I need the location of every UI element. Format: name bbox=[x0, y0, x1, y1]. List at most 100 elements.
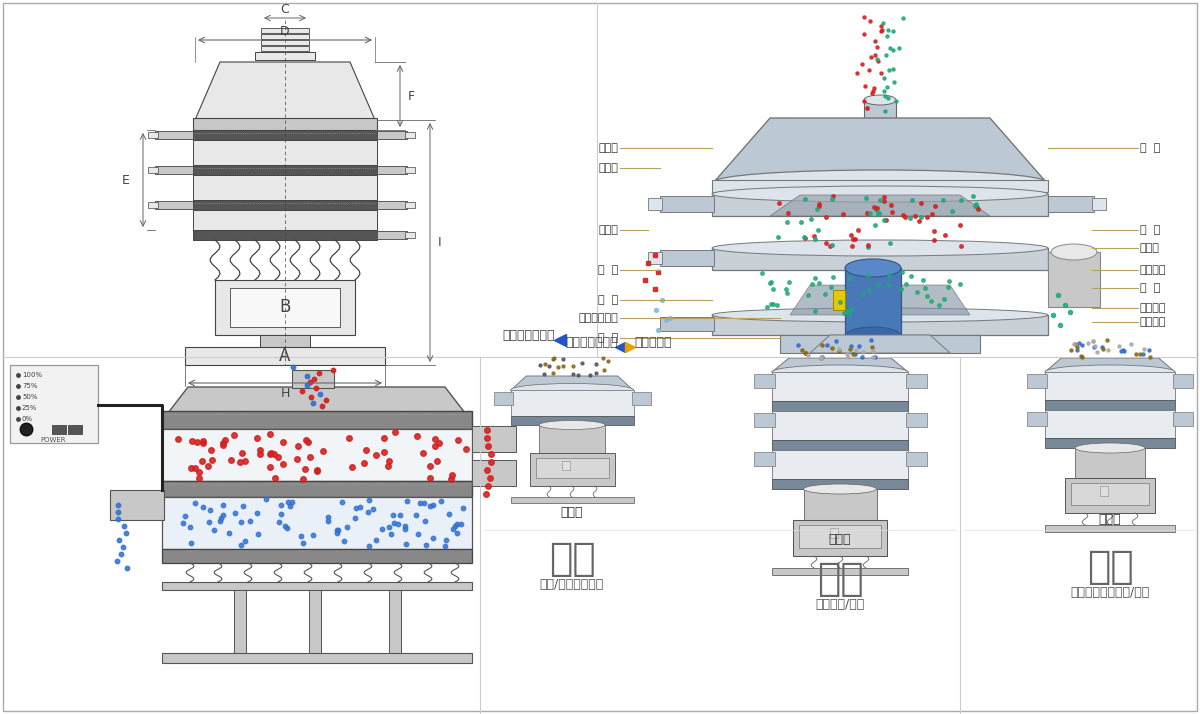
Bar bbox=[793, 520, 887, 556]
Bar bbox=[406, 167, 415, 173]
Bar bbox=[260, 335, 310, 347]
Bar bbox=[1066, 478, 1154, 513]
Bar bbox=[389, 590, 401, 655]
Text: I: I bbox=[438, 236, 442, 248]
Bar bbox=[830, 528, 838, 538]
Bar bbox=[712, 248, 1048, 270]
Bar bbox=[511, 416, 634, 425]
Bar bbox=[193, 140, 377, 165]
Bar bbox=[155, 166, 193, 174]
Polygon shape bbox=[194, 62, 374, 120]
Bar bbox=[772, 411, 908, 440]
Text: 双层式: 双层式 bbox=[1099, 513, 1121, 526]
Bar bbox=[906, 374, 928, 388]
Text: POWER: POWER bbox=[40, 437, 66, 443]
Text: E: E bbox=[122, 174, 130, 186]
Bar bbox=[712, 194, 1048, 216]
Bar bbox=[162, 481, 472, 497]
Polygon shape bbox=[168, 387, 466, 413]
Bar bbox=[230, 288, 340, 327]
Polygon shape bbox=[772, 358, 908, 372]
Bar bbox=[648, 198, 662, 210]
Polygon shape bbox=[1045, 358, 1175, 372]
Text: 单层式: 单层式 bbox=[560, 506, 583, 519]
Text: D: D bbox=[280, 25, 290, 38]
Polygon shape bbox=[790, 285, 970, 315]
Bar bbox=[772, 568, 908, 575]
Bar bbox=[377, 231, 407, 239]
Bar bbox=[193, 165, 377, 175]
Bar bbox=[648, 252, 662, 264]
Bar bbox=[377, 201, 407, 209]
Text: 筛  网: 筛 网 bbox=[1140, 143, 1160, 153]
Bar bbox=[185, 347, 385, 365]
Bar bbox=[155, 131, 193, 139]
Text: 进料口: 进料口 bbox=[598, 143, 618, 153]
Bar bbox=[1045, 438, 1175, 448]
Bar bbox=[292, 370, 334, 388]
Bar bbox=[1045, 410, 1175, 438]
Ellipse shape bbox=[510, 383, 634, 396]
Text: 50%: 50% bbox=[22, 394, 37, 400]
Text: 颗粒/粉末准确分级: 颗粒/粉末准确分级 bbox=[540, 578, 604, 591]
Bar bbox=[162, 582, 472, 590]
Ellipse shape bbox=[845, 327, 901, 345]
Bar bbox=[536, 458, 610, 478]
Polygon shape bbox=[511, 376, 634, 390]
Bar bbox=[799, 525, 881, 548]
Ellipse shape bbox=[714, 170, 1046, 194]
Text: 机  座: 机 座 bbox=[598, 333, 618, 343]
Ellipse shape bbox=[539, 421, 605, 430]
Bar bbox=[539, 425, 605, 453]
Bar bbox=[1092, 198, 1106, 210]
Bar bbox=[772, 401, 908, 411]
Bar bbox=[148, 167, 158, 173]
Bar bbox=[234, 590, 246, 655]
Bar bbox=[660, 317, 714, 331]
Text: 结构示意图: 结构示意图 bbox=[634, 336, 672, 349]
Bar bbox=[1075, 448, 1145, 478]
Bar bbox=[780, 335, 980, 353]
Bar bbox=[148, 132, 158, 138]
Ellipse shape bbox=[1051, 244, 1097, 260]
Bar bbox=[1045, 400, 1175, 410]
Bar bbox=[804, 489, 877, 520]
Text: 25%: 25% bbox=[22, 405, 37, 411]
Text: 去除液体中的颗粒/异物: 去除液体中的颗粒/异物 bbox=[1070, 586, 1150, 599]
Bar bbox=[52, 425, 66, 434]
Bar bbox=[262, 46, 310, 51]
Bar bbox=[1174, 374, 1193, 388]
Bar bbox=[193, 200, 377, 210]
Bar bbox=[193, 230, 377, 240]
Bar bbox=[1072, 483, 1150, 505]
Bar bbox=[256, 52, 314, 60]
Text: 振动电机: 振动电机 bbox=[1140, 303, 1166, 313]
Bar bbox=[193, 175, 377, 200]
Bar bbox=[1045, 525, 1175, 532]
Text: 100%: 100% bbox=[22, 372, 42, 378]
Bar bbox=[1045, 372, 1175, 400]
Polygon shape bbox=[810, 335, 950, 353]
Ellipse shape bbox=[712, 308, 1048, 322]
Bar bbox=[406, 132, 415, 138]
Bar bbox=[772, 450, 908, 479]
Bar bbox=[850, 340, 896, 352]
Ellipse shape bbox=[712, 186, 1048, 202]
Bar bbox=[772, 440, 908, 450]
Bar bbox=[193, 210, 377, 230]
Bar bbox=[148, 202, 158, 208]
Text: F: F bbox=[408, 89, 415, 103]
Bar bbox=[472, 426, 516, 452]
Bar bbox=[906, 413, 928, 427]
Text: 外形尺寸示意图: 外形尺寸示意图 bbox=[503, 329, 554, 342]
Bar bbox=[754, 374, 775, 388]
Bar bbox=[1048, 196, 1094, 212]
Bar bbox=[712, 180, 1048, 192]
Text: 过滤: 过滤 bbox=[817, 560, 863, 598]
Text: A: A bbox=[280, 347, 290, 365]
Bar bbox=[754, 452, 775, 466]
Text: 三层式: 三层式 bbox=[829, 533, 851, 546]
Ellipse shape bbox=[1045, 365, 1175, 379]
Bar bbox=[162, 549, 472, 563]
Bar bbox=[406, 232, 415, 238]
